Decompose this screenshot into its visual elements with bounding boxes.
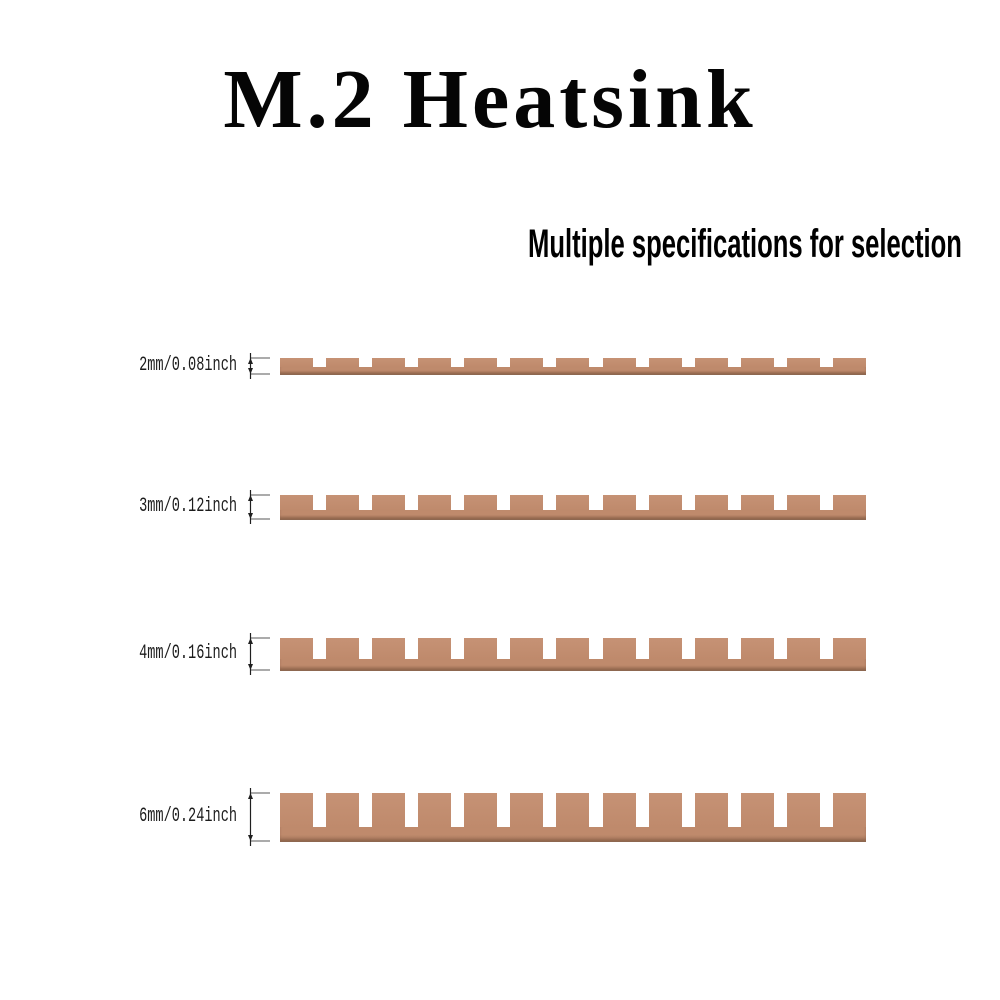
subtitle: Multiple specifications for selection [528,222,962,266]
heatsink-fin [602,495,636,510]
heatsink-fin [372,495,406,510]
spec-label: 2mm/0.08inch [139,354,237,377]
heatsink-fin [786,793,820,827]
heatsink-fin [786,638,820,659]
heatsink-base [280,659,866,671]
heatsink-fin [510,495,544,510]
heatsink-fin [464,358,498,367]
heatsink-fin [694,638,728,659]
heatsink-fin [556,793,590,827]
heatsink-fin [786,358,820,367]
heatsink-fin [602,793,636,827]
page-title: M.2 Heatsink [223,53,757,146]
heatsink-fins [280,638,866,659]
heatsink-graphic [280,495,866,520]
heatsink-fin [694,495,728,510]
heatsink-fin [786,495,820,510]
heatsink-base [280,367,866,375]
heatsink-fin [464,793,498,827]
heatsink-graphic [280,638,866,671]
heatsink-fin [648,358,682,367]
heatsink-fins [280,495,866,510]
heatsink-fin [326,358,360,367]
heatsink-fin [372,638,406,659]
heatsink-fin [556,358,590,367]
dimension-bracket [248,490,270,524]
heatsink-fin [280,358,313,367]
dimension-bracket [248,353,270,379]
heatsink-base [280,510,866,520]
heatsink-fin [602,638,636,659]
heatsink-graphic [280,358,866,375]
heatsink-fin [832,793,866,827]
heatsink-fin [648,793,682,827]
heatsink-fin [832,638,866,659]
heatsink-fin [326,793,360,827]
heatsink-fin [648,638,682,659]
heatsink-fin [510,638,544,659]
spec-label: 4mm/0.16inch [139,642,237,665]
subtitle-wrap: Multiple specifications for selection [284,224,962,264]
heatsink-fin [418,638,452,659]
heatsink-fin [464,495,498,510]
heatsink-fin [326,638,360,659]
dimension-bracket [248,633,270,675]
heatsink-fin [418,495,452,510]
heatsink-fins [280,793,866,827]
heatsink-fin [740,793,774,827]
heatsink-fin [740,358,774,367]
heatsink-fin [510,793,544,827]
heatsink-fin [510,358,544,367]
heatsink-fin [556,495,590,510]
heatsink-fin [602,358,636,367]
heatsink-fin [280,495,313,510]
heatsink-fin [694,358,728,367]
heatsink-fin [280,793,313,827]
heatsink-base [280,827,866,842]
heatsink-fin [740,495,774,510]
dimension-bracket [248,788,270,846]
heatsink-fin [326,495,360,510]
heatsink-fins [280,358,866,367]
heatsink-graphic [280,793,866,842]
heatsink-fin [464,638,498,659]
heatsink-fin [418,793,452,827]
heatsink-fin [832,358,866,367]
spec-label: 3mm/0.12inch [139,495,237,518]
heatsink-fin [372,358,406,367]
spec-label: 6mm/0.24inch [139,805,237,828]
heatsink-fin [740,638,774,659]
heatsink-fin [418,358,452,367]
heatsink-fin [648,495,682,510]
heatsink-fin [372,793,406,827]
heatsink-fin [694,793,728,827]
heatsink-fin [832,495,866,510]
heatsink-fin [556,638,590,659]
heatsink-fin [280,638,313,659]
